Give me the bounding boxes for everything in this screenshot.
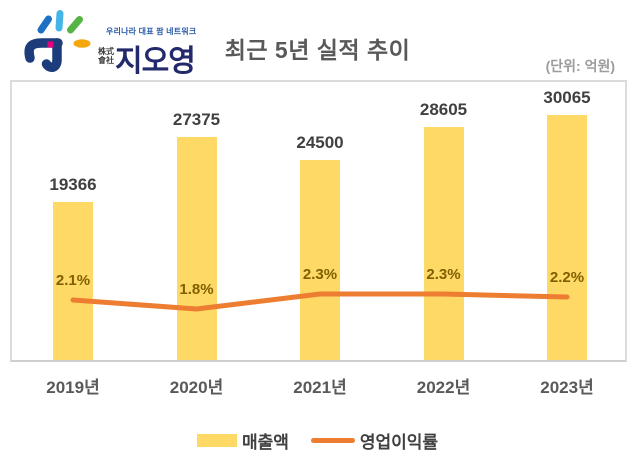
logo-dash-yellow	[73, 39, 91, 48]
logo-company-prefix: 株式 會社	[98, 47, 114, 65]
logo-hook-stem	[41, 38, 62, 72]
logo-magenta-square	[47, 41, 54, 48]
logo-ray-cyan	[55, 10, 64, 32]
unit-label: (단위: 억원)	[545, 58, 615, 74]
revenue-bar	[300, 160, 340, 360]
chart-title: 최근 5년 실적 추이	[224, 37, 411, 63]
line-value-label: 1.8%	[179, 281, 214, 298]
x-axis-label: 2021년	[293, 378, 347, 397]
revenue-bar	[547, 115, 587, 360]
logo-prefix-line2: 會社	[98, 56, 114, 66]
logo-symbol-icon	[24, 10, 91, 72]
legend: 매출액 영업이익률	[0, 428, 635, 453]
line-value-label: 2.1%	[55, 272, 91, 289]
legend-bar-label: 매출액	[241, 433, 289, 452]
line-value-label: 2.2%	[549, 269, 585, 286]
bar-value-label: 24500	[296, 133, 344, 152]
x-axis-label: 2023년	[540, 378, 594, 397]
legend-item-margin: 영업이익률	[310, 428, 439, 453]
x-axis-label: 2022년	[416, 378, 471, 397]
revenue-bar	[53, 202, 93, 360]
plot-area	[10, 80, 627, 362]
revenue-bar	[176, 137, 217, 360]
x-axis-label: 2020년	[169, 378, 224, 397]
logo-company-name: 지오영	[115, 45, 196, 78]
logo-hook-top	[24, 38, 63, 63]
logo-slogan: 우리나라 대표 팜 네트워크	[106, 27, 197, 36]
bar-value-label: 30065	[543, 88, 591, 107]
revenue-bar	[423, 127, 464, 360]
line-value-label: 2.3%	[302, 266, 338, 283]
x-axis-label: 2019년	[46, 378, 100, 397]
logo-ray-green	[67, 16, 83, 34]
legend-item-revenue: 매출액	[196, 428, 289, 453]
company-logo: 우리나라 대표 팜 네트워크 株式 會社 지오영	[22, 2, 217, 78]
bar-value-label: 28605	[419, 100, 468, 119]
legend-bar-swatch	[196, 434, 237, 447]
legend-line-swatch	[310, 438, 355, 443]
bar-value-label: 27375	[172, 110, 221, 129]
bar-value-label: 19366	[49, 175, 97, 194]
line-value-label: 2.3%	[426, 266, 461, 283]
legend-line-label: 영업이익률	[359, 433, 439, 452]
logo-prefix-line1: 株式	[98, 47, 114, 56]
logo-ray-blue	[37, 15, 52, 34]
